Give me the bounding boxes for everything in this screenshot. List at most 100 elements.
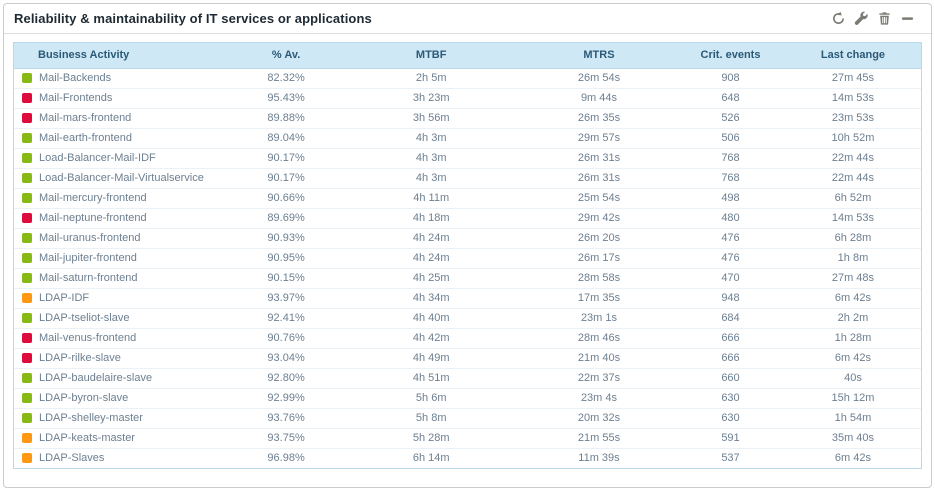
refresh-button[interactable] [830,11,846,27]
status-icon-ok [22,313,32,323]
collapse-button[interactable] [899,11,915,27]
table-row[interactable]: Mail-saturn-frontend 90.15% 4h 25m 28m 5… [14,268,921,289]
table-row[interactable]: Load-Balancer-Mail-Virtualservice 90.17%… [14,168,921,189]
mtbf-cell: 3h 56m [340,108,522,129]
delete-button[interactable] [876,11,892,27]
mtrs-cell: 23m 4s [521,388,677,409]
mtbf-cell: 5h 28m [340,428,522,449]
crit-events-cell: 480 [676,208,785,229]
table-row[interactable]: Mail-uranus-frontend 90.93% 4h 24m 26m 2… [14,228,921,249]
widget-title: Reliability & maintainability of IT serv… [14,11,372,26]
availability-cell: 93.75% [231,428,341,449]
table-row[interactable]: LDAP-tseliot-slave 92.41% 4h 40m 23m 1s … [14,308,921,329]
crit-events-cell: 630 [676,388,785,409]
status-icon-warning [22,433,32,443]
business-activity-cell: Mail-uranus-frontend [14,228,232,249]
status-icon-ok [22,253,32,263]
crit-events-cell: 591 [676,428,785,449]
status-icon-ok [22,173,32,183]
table-row[interactable]: Mail-Frontends 95.43% 3h 23m 9m 44s 648 … [14,88,921,109]
mtbf-cell: 4h 3m [340,148,522,169]
business-activity-cell: Mail-Backends [14,68,232,89]
table-row[interactable]: LDAP-byron-slave 92.99% 5h 6m 23m 4s 630… [14,388,921,409]
business-activity-cell: Load-Balancer-Mail-Virtualservice [14,168,232,189]
column-header-crit-events[interactable]: Crit. events [676,43,785,69]
minus-icon [900,11,915,26]
column-header-mtrs[interactable]: MTRS [521,43,677,69]
last-change-cell: 27m 48s [784,268,921,289]
column-header-last-change[interactable]: Last change [784,43,921,69]
table-row[interactable]: Mail-jupiter-frontend 90.95% 4h 24m 26m … [14,248,921,269]
status-icon-ok [22,73,32,83]
crit-events-cell: 666 [676,328,785,349]
status-icon-ok [22,393,32,403]
mtbf-cell: 4h 34m [340,288,522,309]
availability-cell: 90.93% [231,228,341,249]
business-activity-name: Mail-neptune-frontend [39,212,147,224]
table-row[interactable]: Mail-mars-frontend 89.88% 3h 56m 26m 35s… [14,108,921,129]
column-header-mtbf[interactable]: MTBF [340,43,522,69]
table-row[interactable]: LDAP-Slaves 96.98% 6h 14m 11m 39s 537 6m… [14,448,921,468]
business-activity-name: Load-Balancer-Mail-Virtualservice [39,172,204,184]
mtrs-cell: 22m 37s [521,368,677,389]
business-activity-cell: Mail-Frontends [14,88,232,109]
status-icon-ok [22,133,32,143]
mtrs-cell: 23m 1s [521,308,677,329]
status-icon-ok [22,233,32,243]
mtrs-cell: 29m 42s [521,208,677,229]
business-activity-cell: LDAP-tseliot-slave [14,308,232,329]
mtbf-cell: 4h 24m [340,228,522,249]
widget-header: Reliability & maintainability of IT serv… [4,4,931,34]
mtrs-cell: 26m 17s [521,248,677,269]
mtbf-cell: 2h 5m [340,68,522,89]
last-change-cell: 2h 2m [784,308,921,329]
table-row[interactable]: Mail-venus-frontend 90.76% 4h 42m 28m 46… [14,328,921,349]
configure-button[interactable] [853,11,869,27]
availability-cell: 95.43% [231,88,341,109]
column-header-business-activity[interactable]: Business Activity [14,43,232,69]
availability-cell: 93.04% [231,348,341,369]
table-row[interactable]: LDAP-shelley-master 93.76% 5h 8m 20m 32s… [14,408,921,429]
status-icon-warning [22,293,32,303]
table-row[interactable]: LDAP-baudelaire-slave 92.80% 4h 51m 22m … [14,368,921,389]
table-row[interactable]: Mail-earth-frontend 89.04% 4h 3m 29m 57s… [14,128,921,149]
table-row[interactable]: LDAP-rilke-slave 93.04% 4h 49m 21m 40s 6… [14,348,921,369]
ba-table-container: Business Activity % Av. MTBF MTRS Crit. … [13,42,922,469]
table-row[interactable]: Mail-Backends 82.32% 2h 5m 26m 54s 908 2… [14,68,921,89]
table-row[interactable]: Load-Balancer-Mail-IDF 90.17% 4h 3m 26m … [14,148,921,169]
crit-events-cell: 660 [676,368,785,389]
availability-cell: 82.32% [231,68,341,89]
crit-events-cell: 506 [676,128,785,149]
table-row[interactable]: LDAP-keats-master 93.75% 5h 28m 21m 55s … [14,428,921,449]
column-header-availability[interactable]: % Av. [231,43,341,69]
last-change-cell: 40s [784,368,921,389]
table-body: Mail-Backends 82.32% 2h 5m 26m 54s 908 2… [14,68,921,468]
availability-cell: 92.80% [231,368,341,389]
availability-cell: 90.66% [231,188,341,209]
mtbf-cell: 4h 3m [340,128,522,149]
crit-events-cell: 498 [676,188,785,209]
table-row[interactable]: LDAP-IDF 93.97% 4h 34m 17m 35s 948 6m 42… [14,288,921,309]
table-row[interactable]: Mail-neptune-frontend 89.69% 4h 18m 29m … [14,208,921,229]
crit-events-cell: 948 [676,288,785,309]
status-icon-critical [22,113,32,123]
status-icon-ok [22,193,32,203]
crit-events-cell: 768 [676,148,785,169]
crit-events-cell: 470 [676,268,785,289]
last-change-cell: 1h 8m [784,248,921,269]
availability-cell: 90.95% [231,248,341,269]
business-activity-name: Mail-saturn-frontend [39,272,138,284]
wrench-icon [854,11,869,26]
availability-cell: 90.17% [231,168,341,189]
mtbf-cell: 4h 25m [340,268,522,289]
availability-cell: 93.97% [231,288,341,309]
table-row[interactable]: Mail-mercury-frontend 90.66% 4h 11m 25m … [14,188,921,209]
availability-cell: 89.88% [231,108,341,129]
crit-events-cell: 526 [676,108,785,129]
mtrs-cell: 21m 55s [521,428,677,449]
last-change-cell: 6m 42s [784,348,921,369]
status-icon-critical [22,213,32,223]
mtbf-cell: 4h 51m [340,368,522,389]
last-change-cell: 14m 53s [784,88,921,109]
business-activity-cell: Mail-neptune-frontend [14,208,232,229]
